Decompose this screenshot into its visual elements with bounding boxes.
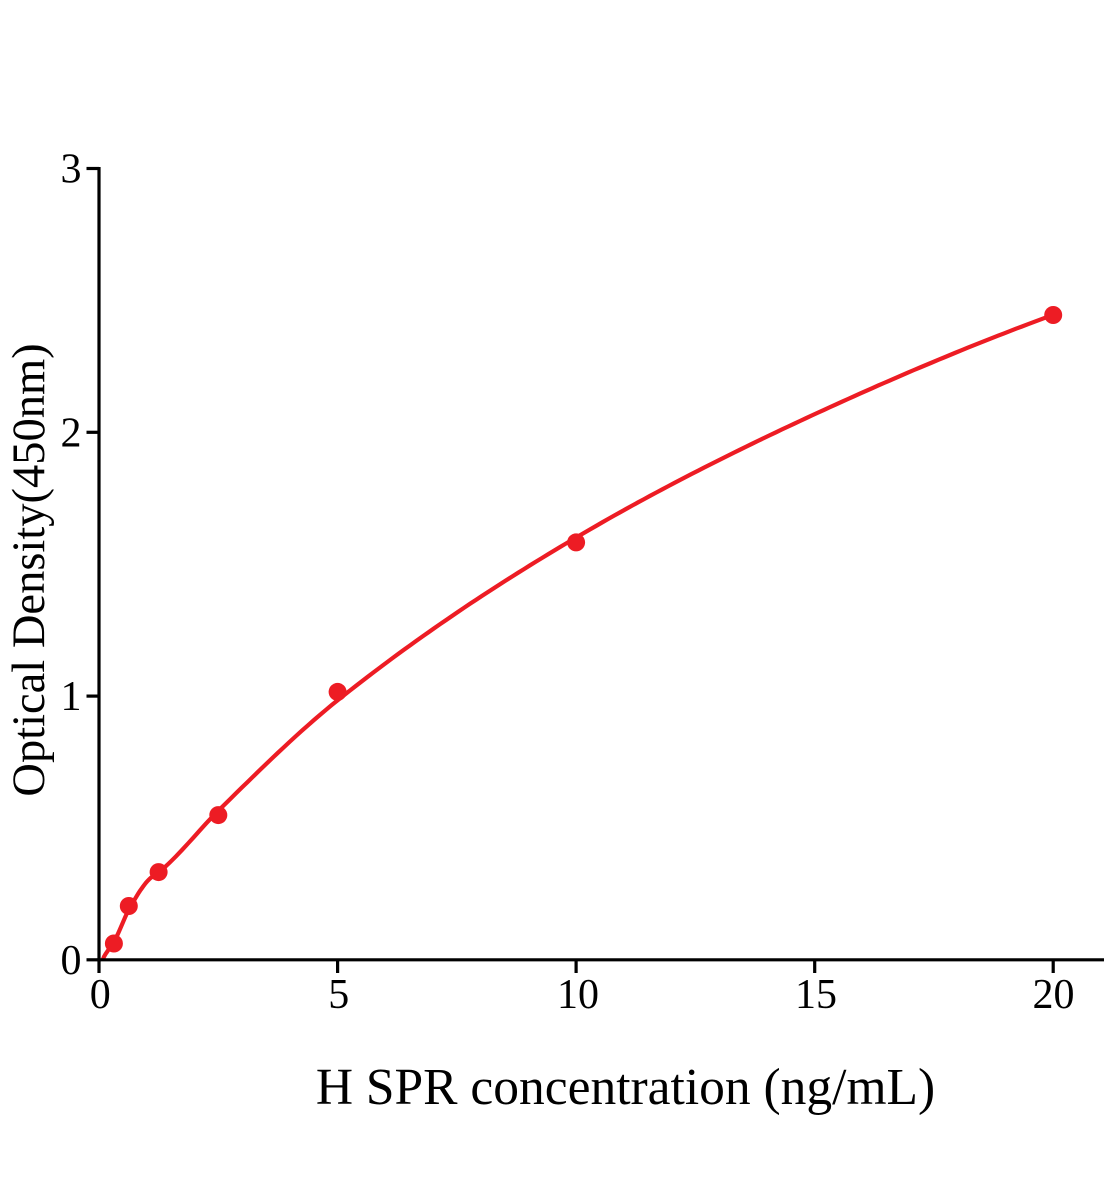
svg-text:3: 3 xyxy=(61,147,82,193)
svg-text:0: 0 xyxy=(90,972,111,1018)
svg-text:20: 20 xyxy=(1033,972,1075,1018)
svg-text:10: 10 xyxy=(557,972,599,1018)
svg-text:1: 1 xyxy=(61,674,82,720)
svg-text:5: 5 xyxy=(328,972,349,1018)
svg-text:H SPR concentration (ng/mL): H SPR concentration (ng/mL) xyxy=(316,1059,935,1116)
svg-text:0: 0 xyxy=(61,938,82,984)
svg-text:Optical Density(450nm): Optical Density(450nm) xyxy=(4,343,55,796)
svg-text:2: 2 xyxy=(61,410,82,456)
svg-text:15: 15 xyxy=(795,972,837,1018)
